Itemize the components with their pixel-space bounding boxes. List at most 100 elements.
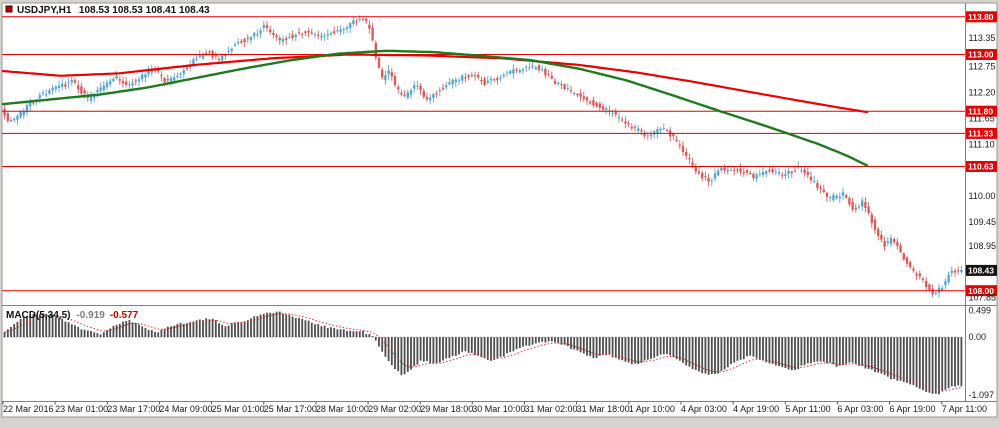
candle-body (928, 284, 931, 290)
macd-bar (624, 337, 627, 362)
macd-bar (618, 337, 620, 360)
macd-bar (138, 324, 140, 338)
macd-bar (614, 337, 617, 358)
macd-bar (704, 337, 707, 374)
price-line-tag[interactable] (966, 285, 997, 297)
candle-body (96, 90, 99, 93)
candle-body (745, 170, 749, 173)
candle-body (790, 171, 793, 174)
time-axis-label: 24 Mar 09:00 (159, 404, 212, 414)
candle-body (179, 73, 182, 75)
moving-average-red[interactable] (1, 53, 869, 114)
candle-body (761, 171, 765, 176)
candle-body (569, 90, 573, 92)
macd-bar (259, 314, 262, 338)
time-axis[interactable]: 22 Mar 2016 23 Mar 01:00 23 Mar 17:00 24 Ma… (2, 401, 987, 415)
macd-bar (406, 337, 409, 372)
macd-bar (918, 337, 921, 389)
candle-body (563, 84, 566, 89)
candle-body (880, 234, 883, 240)
macd-bar (723, 337, 726, 370)
macd-axis[interactable]: 0.499 0.00 -1.097 (969, 306, 995, 401)
macd-bar (160, 329, 163, 338)
macd-bar (77, 327, 80, 338)
price-line-tag-label: 113.00 (968, 50, 994, 60)
macd-bar (774, 337, 777, 366)
candle-body (368, 24, 371, 29)
macd-bar (54, 317, 57, 338)
candle-body (601, 106, 605, 110)
candle-body (758, 174, 761, 175)
candle-body (317, 34, 320, 36)
candle-body (243, 39, 246, 43)
price-axis-label: 108.95 (969, 241, 997, 251)
candle-body (803, 169, 806, 174)
macd-bar (941, 337, 944, 391)
candle-body (720, 167, 723, 171)
time-axis-label: 4 Apr 03:00 (681, 404, 727, 414)
macd-pane[interactable] (3, 311, 963, 395)
macd-bar (218, 323, 220, 338)
macd-bar (784, 337, 787, 368)
candle-body (131, 83, 134, 86)
candle-body (390, 72, 393, 77)
candle-body (275, 35, 278, 38)
price-line-tag[interactable] (966, 105, 997, 117)
candle-body (470, 74, 473, 77)
candle-body (713, 173, 717, 179)
macd-bar (144, 327, 147, 338)
candle-body (825, 192, 829, 198)
macd-bar (13, 324, 16, 338)
price-line-tag[interactable] (966, 161, 997, 172)
candle-body (589, 101, 592, 104)
candle-body (461, 75, 464, 81)
moving-average-green[interactable] (1, 49, 869, 167)
macd-bar (221, 324, 224, 338)
candle-body (29, 101, 32, 107)
candle-body (54, 86, 57, 90)
candle-body (576, 94, 579, 96)
candle-body (67, 82, 70, 84)
macd-bar (358, 331, 361, 338)
candle-body (278, 38, 281, 41)
candle-body (582, 96, 585, 99)
candle-body (960, 270, 963, 272)
candle-body (921, 278, 925, 280)
candle-body (611, 112, 614, 114)
candle-body (83, 90, 86, 94)
macd-bar (765, 337, 768, 363)
candle-body (237, 42, 240, 44)
macd-bar (810, 337, 812, 364)
candle-body (253, 33, 256, 37)
price-axis[interactable]: 113.80 113.00 111.80 111.33 110.63 108.00 108.… (966, 11, 997, 303)
macd-bar (125, 321, 128, 338)
candle-body (438, 89, 441, 92)
candle-body (448, 82, 451, 85)
macd-bar (806, 337, 809, 364)
candle-body (477, 74, 480, 78)
macd-bar (272, 313, 275, 338)
macd-bar (861, 337, 864, 366)
candle-body (739, 168, 742, 172)
macd-bar (282, 313, 284, 338)
macd-bar (166, 326, 169, 338)
macd-bar (493, 337, 496, 360)
price-line-tag[interactable] (966, 11, 997, 23)
price-line-tag[interactable] (966, 127, 997, 139)
candle-body (784, 174, 787, 177)
macd-bar (883, 337, 886, 376)
macd-bar (714, 337, 716, 374)
candle-body (886, 241, 889, 243)
macd-bar (528, 337, 531, 346)
macd-bar (630, 337, 633, 365)
candle-body (736, 169, 739, 171)
candle-body (262, 25, 265, 28)
macd-bar (720, 337, 723, 371)
macd-bar (701, 337, 704, 374)
candle-body (125, 81, 128, 85)
candle-body (621, 119, 624, 121)
macd-bar (896, 337, 899, 381)
macd-bar (467, 337, 470, 353)
price-line-tag[interactable] (966, 49, 997, 60)
